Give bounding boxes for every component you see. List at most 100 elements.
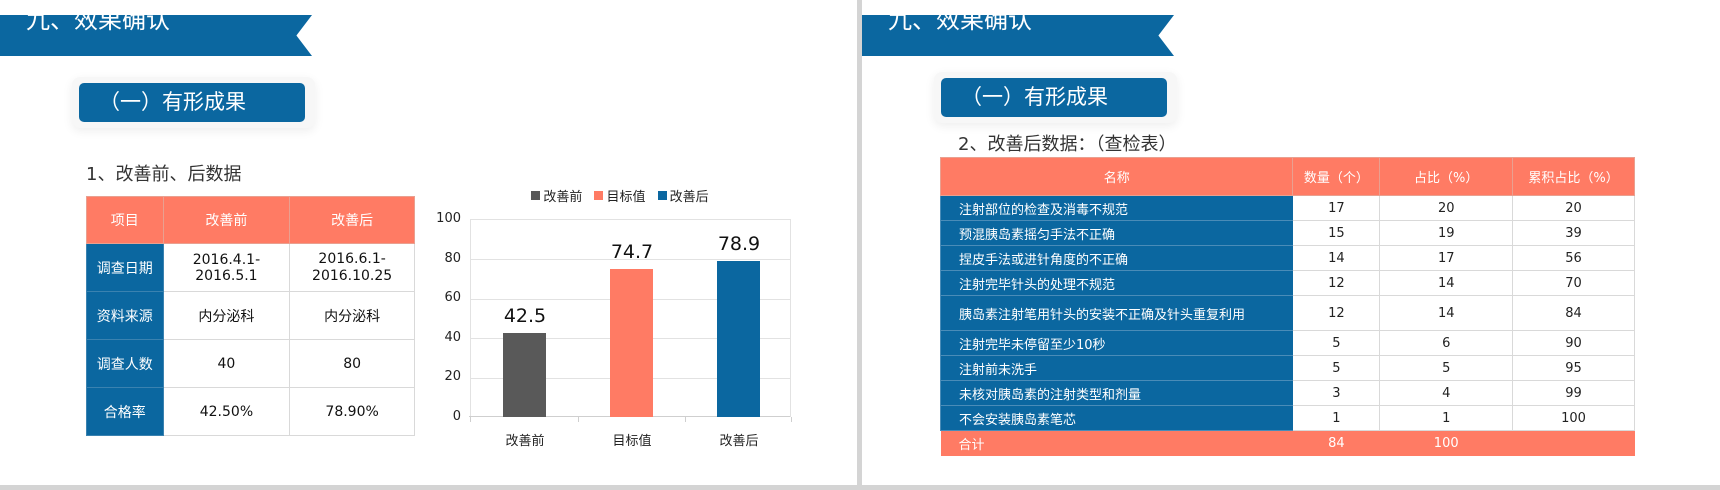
x-category-label: 改善后 — [719, 434, 759, 449]
cell-cumulative: 84 — [1512, 295, 1635, 331]
y-tick: 60 — [444, 290, 461, 305]
legend-swatch-icon — [531, 191, 541, 200]
table-row: 调查日期 2016.4.1-2016.5.1 2016.6.1- 2016.10… — [86, 243, 415, 292]
cell-percent: 4 — [1379, 380, 1514, 406]
cell-after-line2: 2016.10.25 — [312, 267, 393, 284]
slide-after-checklist: 九、效果确认 （一）有形成果 2、改善后数据：（查检表） 名称 数量（个） 占比… — [862, 0, 1720, 485]
header-count: 数量（个） — [1292, 157, 1381, 196]
checklist-table: 名称 数量（个） 占比（%） 累积占比（%） 注射部位的检查及消毒不规范 17 … — [939, 157, 1635, 456]
x-tick-mark — [578, 417, 579, 422]
cell-cumulative: 100 — [1512, 405, 1635, 431]
subtitle: 2、改善后数据：（查检表） — [958, 134, 1177, 155]
cell-name: 注射完毕未停留至少10秒 — [939, 330, 1294, 356]
cell-percent: 20 — [1379, 195, 1514, 221]
legend-item-target: 目标值 — [594, 186, 646, 205]
section-label: （一）有形成果 — [941, 78, 1167, 117]
y-tick: 100 — [436, 211, 461, 226]
cell-after: 内分泌科 — [289, 291, 415, 340]
legend-label: 改善前 — [543, 190, 583, 205]
cell-cumulative: 70 — [1512, 270, 1635, 296]
cell-percent: 5 — [1379, 355, 1514, 381]
plot-area: 100 80 60 40 20 0 42.5 74.7 78.9 改善前 目标值… — [436, 212, 792, 449]
cell-percent: 14 — [1379, 295, 1514, 331]
legend-item-before: 改善前 — [531, 186, 582, 205]
row-label: 资料来源 — [86, 291, 164, 340]
bar-value-label: 74.7 — [610, 241, 654, 263]
cell-count: 17 — [1292, 195, 1381, 221]
cell-name: 预混胰岛素摇匀手法不正确 — [939, 220, 1294, 246]
table-row: 合格率 42.50% 78.90% — [86, 387, 415, 436]
cell-count: 12 — [1292, 295, 1381, 331]
table-row: 注射部位的检查及消毒不规范 17 20 20 — [939, 195, 1635, 221]
table-total-row: 合计 84 100 — [940, 430, 1635, 456]
cell-name: 捏皮手法或进针角度的不正确 — [939, 245, 1294, 271]
legend-item-after: 改善后 — [657, 186, 709, 205]
table-header-row: 名称 数量（个） 占比（%） 累积占比（%） — [939, 157, 1635, 196]
row-label: 合格率 — [86, 387, 164, 436]
total-cumulative — [1512, 430, 1635, 456]
chart-legend: 改善前 目标值 改善后 — [430, 186, 810, 205]
cell-before: 2016.4.1-2016.5.1 — [162, 243, 291, 292]
cell-after: 2016.6.1- 2016.10.25 — [289, 243, 415, 292]
x-tick-mark — [685, 417, 686, 422]
table-row: 预混胰岛素摇匀手法不正确 15 19 39 — [939, 220, 1635, 246]
subtitle: 1、改善前、后数据 — [86, 164, 242, 185]
table-row: 不会安装胰岛素笔芯 1 1 100 — [939, 405, 1635, 431]
row-label: 调查人数 — [86, 339, 164, 388]
section-label: （一）有形成果 — [79, 83, 305, 122]
cell-name: 注射部位的检查及消毒不规范 — [939, 195, 1294, 221]
total-count: 84 — [1292, 430, 1380, 456]
cell-after: 80 — [289, 339, 415, 388]
cell-before: 40 — [162, 339, 291, 388]
x-category-label: 改善前 — [505, 434, 545, 449]
header-name: 名称 — [939, 157, 1294, 196]
cell-before: 42.50% — [162, 387, 291, 436]
table-header-row: 项目 改善前 改善后 — [86, 196, 415, 244]
y-tick: 80 — [444, 251, 461, 266]
cell-cumulative: 90 — [1512, 330, 1635, 356]
cell-cumulative: 39 — [1512, 220, 1635, 246]
table-row: 调查人数 40 80 — [86, 339, 415, 388]
row-label: 调查日期 — [86, 243, 164, 292]
section-banner — [0, 15, 312, 56]
cell-percent: 17 — [1379, 245, 1514, 271]
total-percent: 100 — [1379, 430, 1513, 456]
table-row: 注射完毕针头的处理不规范 12 14 70 — [939, 270, 1635, 296]
x-category-label: 目标值 — [612, 434, 652, 449]
cell-cumulative: 99 — [1512, 380, 1635, 406]
table-row: 注射完毕未停留至少10秒 5 6 90 — [939, 330, 1635, 356]
y-tick: 0 — [452, 409, 461, 424]
legend-label: 目标值 — [606, 190, 646, 205]
bar-value-label: 78.9 — [717, 233, 761, 255]
cell-count: 3 — [1292, 380, 1381, 406]
total-label: 合计 — [940, 430, 1293, 456]
cell-before: 内分泌科 — [162, 291, 291, 340]
banner-title: 九、效果确认 — [888, 6, 1032, 34]
cell-after: 78.90% — [289, 387, 415, 436]
table-row: 捏皮手法或进针角度的不正确 14 17 56 — [939, 245, 1635, 271]
legend-label: 改善后 — [669, 190, 709, 205]
bottom-divider — [0, 485, 1720, 490]
cell-after-line1: 2016.6.1- — [318, 250, 386, 267]
cell-count: 15 — [1292, 220, 1381, 246]
cell-count: 14 — [1292, 245, 1381, 271]
cell-percent: 6 — [1379, 330, 1514, 356]
table-row: 未核对胰岛素的注射类型和剂量 3 4 99 — [939, 380, 1635, 406]
section-banner — [862, 15, 1174, 56]
cell-percent: 19 — [1379, 220, 1514, 246]
x-tick-mark — [791, 417, 792, 422]
header-before: 改善前 — [162, 196, 291, 244]
table-row: 资料来源 内分泌科 内分泌科 — [86, 291, 415, 340]
bar-value-label: 42.5 — [503, 305, 547, 327]
cell-count: 12 — [1292, 270, 1381, 296]
bar-target — [610, 269, 653, 417]
cell-cumulative: 56 — [1512, 245, 1635, 271]
header-percent: 占比（%） — [1379, 157, 1514, 196]
y-tick: 40 — [444, 330, 461, 345]
bar-before — [503, 333, 546, 417]
cell-name: 未核对胰岛素的注射类型和剂量 — [939, 380, 1294, 406]
cell-percent: 1 — [1379, 405, 1514, 431]
table-row: 胰岛素注射笔用针头的安装不正确及针头重复利用 12 14 84 — [939, 295, 1635, 331]
x-tick-mark — [470, 417, 471, 422]
header-item: 项目 — [86, 196, 164, 244]
